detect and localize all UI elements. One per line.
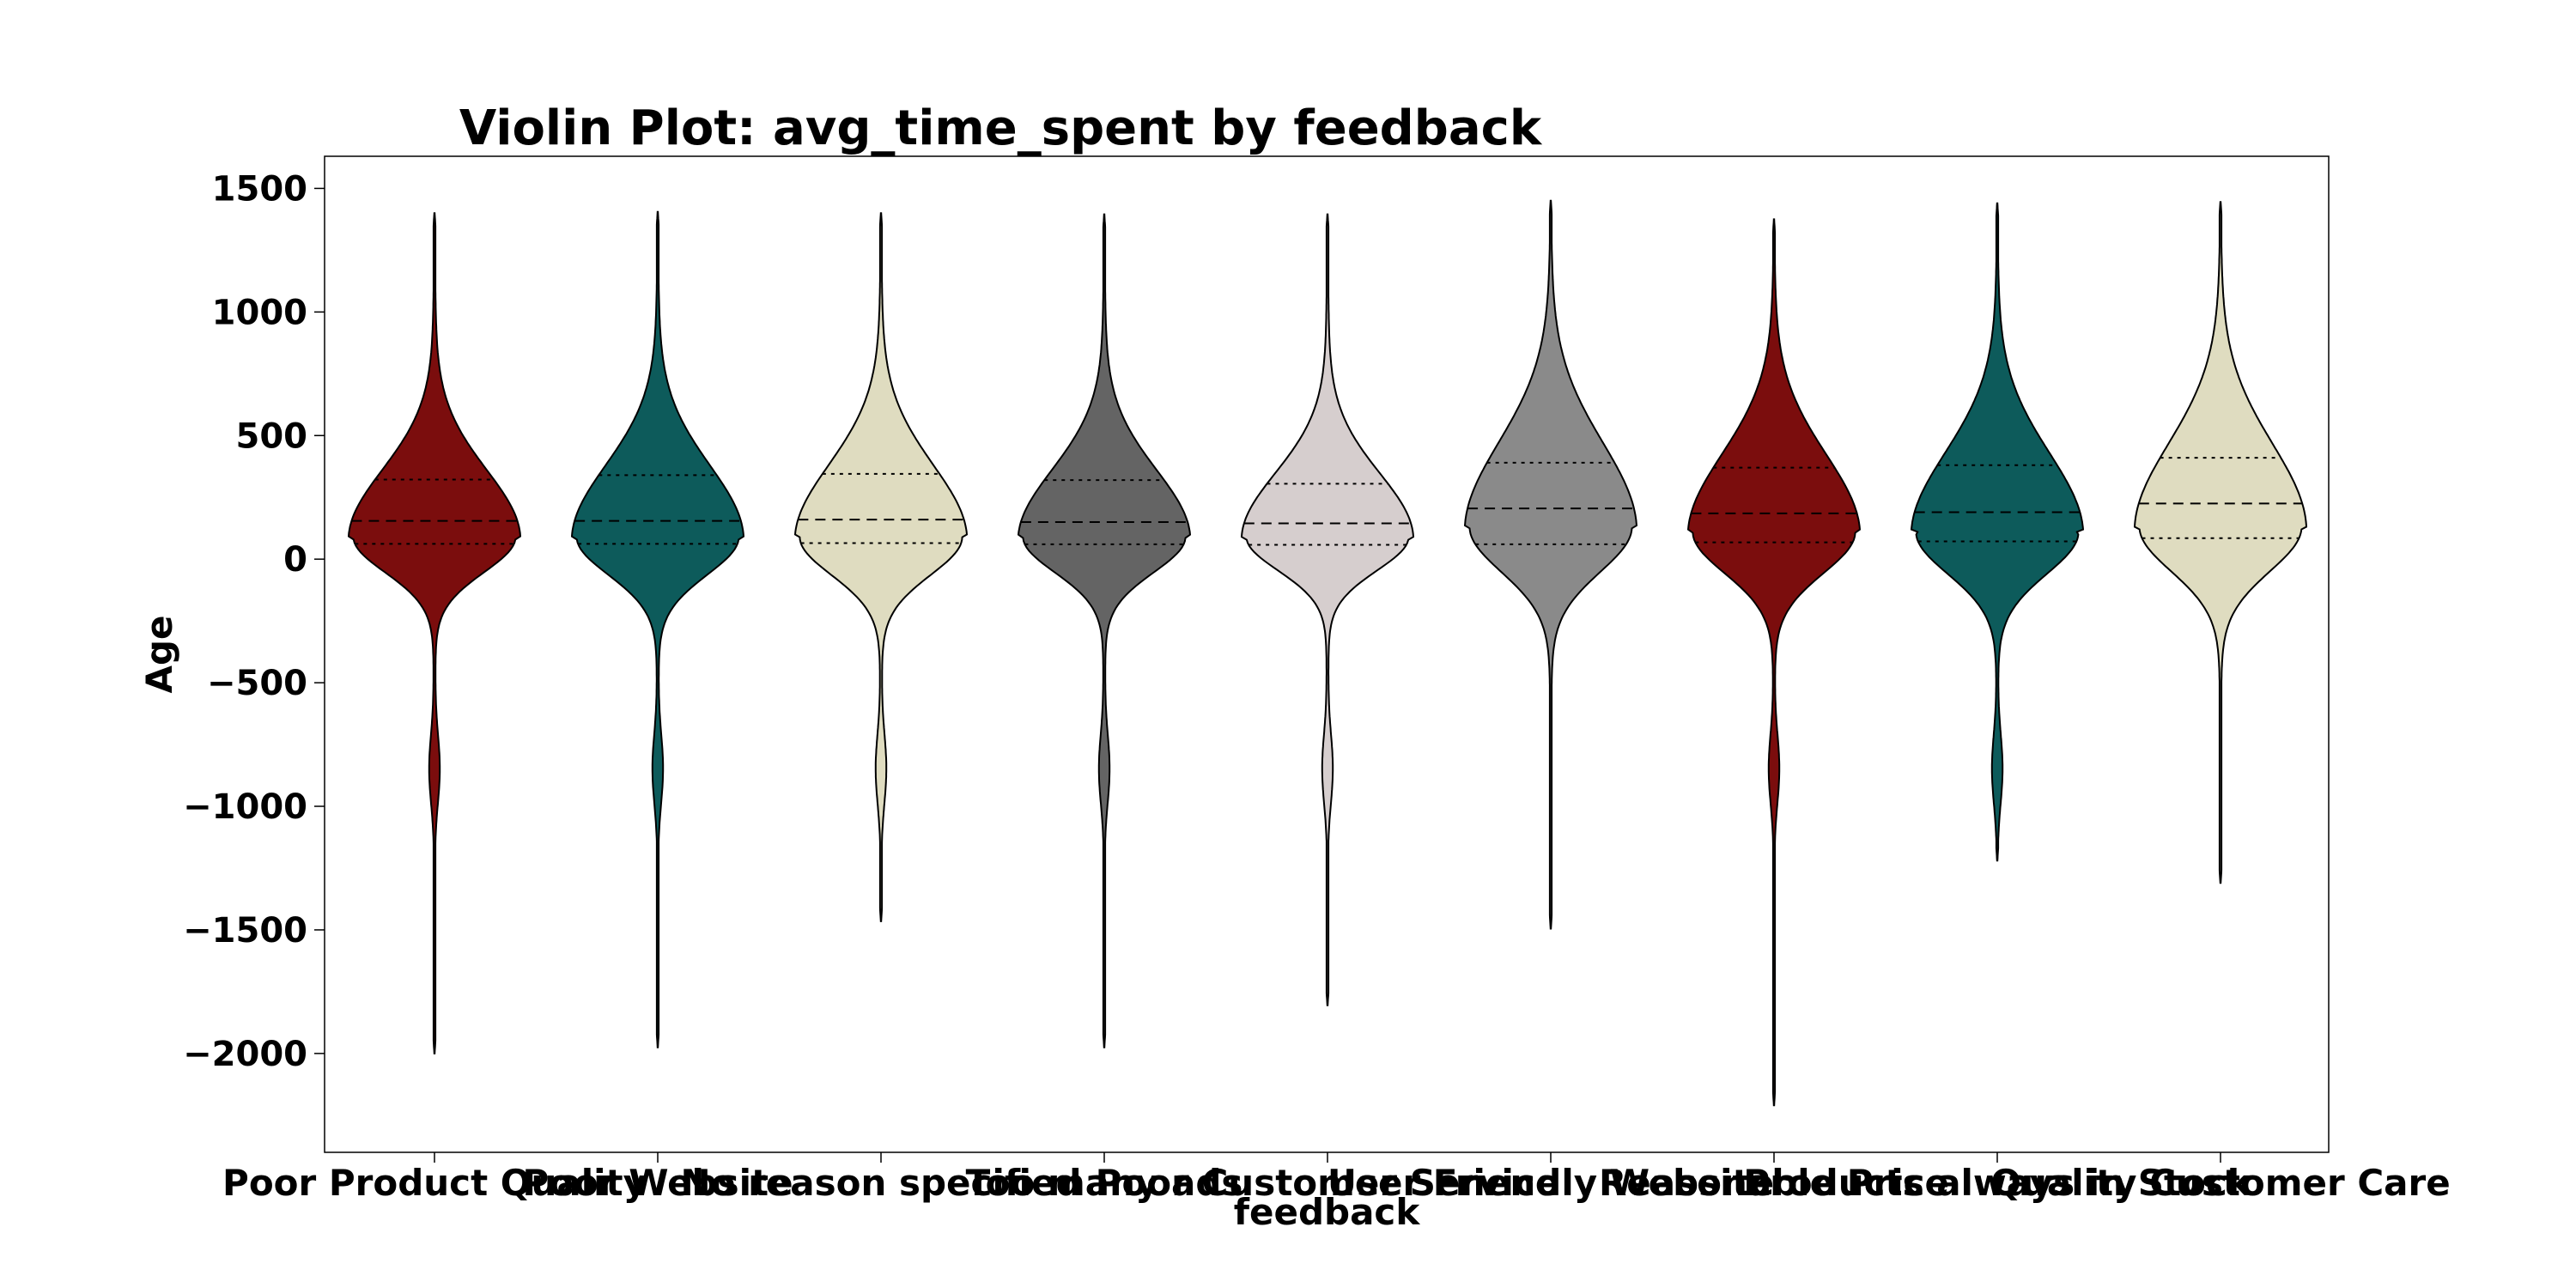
violin-body bbox=[570, 210, 745, 1048]
violin-body bbox=[2133, 201, 2308, 884]
violin-body bbox=[1240, 213, 1415, 1006]
violins-group bbox=[347, 199, 2308, 1107]
x-tick-label: No reason specified bbox=[680, 1162, 1081, 1204]
x-axis-label: feedback bbox=[1234, 1191, 1421, 1233]
x-tick-label: Poor Customer Service bbox=[1096, 1162, 1560, 1204]
y-tick-label: −2000 bbox=[183, 1035, 307, 1074]
x-tick-label: Too many ads bbox=[966, 1162, 1243, 1204]
violin-body bbox=[1017, 213, 1192, 1048]
x-tick-label: User Friendly Website bbox=[1327, 1162, 1774, 1204]
x-tick-label: Poor Product Quality bbox=[222, 1162, 647, 1204]
y-tick-label: −500 bbox=[207, 664, 307, 703]
x-tick-label: Reasonable Price bbox=[1599, 1162, 1949, 1204]
violin-body bbox=[1463, 199, 1638, 930]
violin-body bbox=[347, 212, 522, 1054]
y-tick-label: −1000 bbox=[183, 787, 307, 827]
y-axis-label: Age bbox=[138, 615, 180, 693]
y-tick-label: 1500 bbox=[212, 169, 307, 209]
y-tick-label: 500 bbox=[236, 416, 308, 456]
violin-body bbox=[793, 212, 969, 922]
violin-body bbox=[1910, 202, 2085, 862]
x-tick-label: Products always in Stock bbox=[1743, 1162, 2251, 1204]
y-axis: 1500 1000 500 0 −500 −1000 −1500 −2000 bbox=[183, 169, 325, 1074]
y-tick-label: −1500 bbox=[183, 911, 307, 951]
x-tick-label: Quality Customer Care bbox=[1990, 1162, 2450, 1204]
y-tick-label: 1000 bbox=[212, 293, 307, 332]
y-tick-label: 0 bbox=[283, 540, 307, 580]
chart-title: Violin Plot: avg_time_spent by feedback bbox=[459, 100, 1543, 156]
violin-body bbox=[1686, 218, 1862, 1107]
plot-frame bbox=[324, 155, 2330, 1153]
x-tick-label: Poor Website bbox=[522, 1162, 793, 1204]
